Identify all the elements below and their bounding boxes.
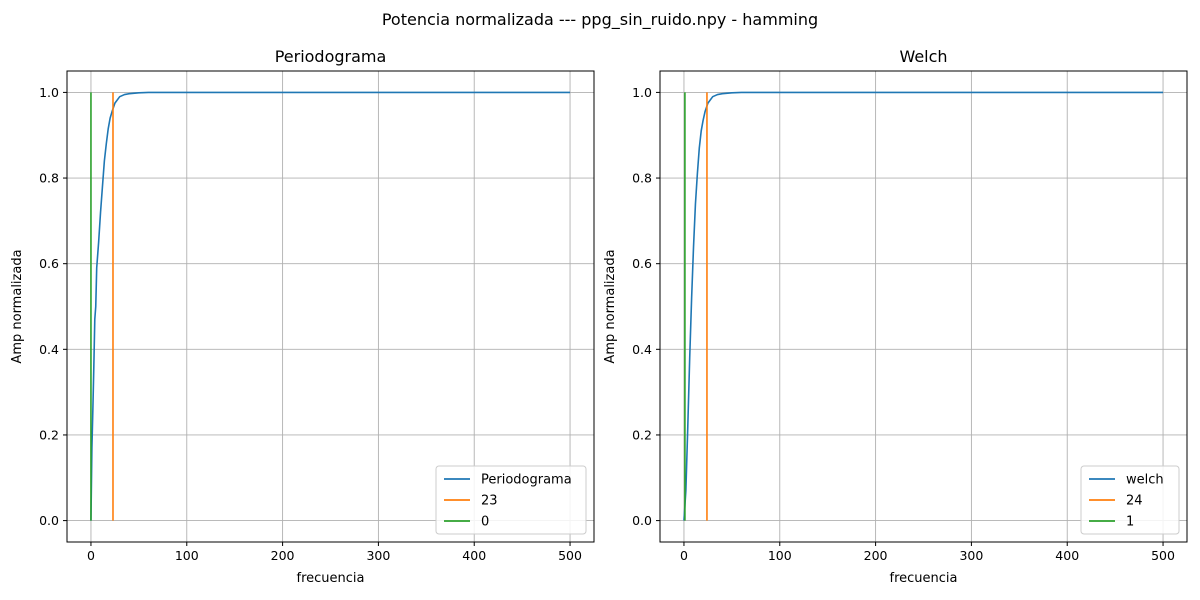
y-tick-label: 0.0: [632, 513, 652, 528]
legend-label: 23: [481, 494, 498, 509]
x-tick-label: 200: [271, 548, 295, 563]
x-tick-label: 100: [175, 548, 199, 563]
legend-label: 1: [1126, 515, 1134, 530]
plot-frame: [66, 70, 595, 543]
y-tick-label: 0.4: [39, 342, 59, 357]
x-tick-label: 300: [366, 548, 390, 563]
legend: welch 24 1: [1080, 465, 1180, 535]
legend-box: [435, 465, 587, 535]
x-tick-label: 0: [680, 548, 688, 563]
x-tick-label: 400: [462, 548, 486, 563]
y-tick-label: 0.6: [39, 256, 59, 271]
legend-box: [1080, 465, 1180, 535]
x-tick-label: 500: [558, 548, 582, 563]
legend: Periodograma 23 0: [435, 465, 587, 535]
figure-suptitle: Potencia normalizada --- ppg_sin_ruido.n…: [382, 10, 818, 30]
x-tick-label: 400: [1055, 548, 1079, 563]
x-tick-label: 200: [864, 548, 888, 563]
y-tick-label: 0.2: [39, 427, 59, 442]
plot-frame: [659, 70, 1188, 543]
y-tick-label: 0.6: [632, 256, 652, 271]
y-tick-label: 1.0: [39, 85, 59, 100]
x-tick-label: 100: [768, 548, 792, 563]
chart-panel-1: 0 100 200 300 400 500 0.0 0.2 0.4 0.6 0.8 1.0 Period…: [10, 47, 595, 586]
x-tick-label: 0: [87, 548, 95, 563]
y-axis-label: Amp normalizada: [10, 249, 25, 363]
legend-label: 0: [481, 515, 489, 530]
legend-label: 24: [1126, 494, 1143, 509]
y-tick-label: 0.4: [632, 342, 652, 357]
legend-label: Periodograma: [481, 473, 572, 488]
y-tick-label: 0.2: [632, 427, 652, 442]
x-tick-label: 300: [959, 548, 983, 563]
x-axis-label: frecuencia: [297, 571, 365, 586]
chart-panel-2: 0 100 200 300 400 500 0.0 0.2 0.4 0.6 0.8 1.0 Welch f…: [603, 47, 1188, 586]
y-tick-label: 0.0: [39, 513, 59, 528]
chart-title: Periodograma: [275, 47, 387, 66]
y-tick-label: 0.8: [39, 171, 59, 186]
series-line-1: [683, 91, 1164, 521]
y-axis-label: Amp normalizada: [603, 249, 618, 363]
y-tick-label: 1.0: [632, 85, 652, 100]
chart-title: Welch: [899, 47, 947, 66]
y-tick-label: 0.8: [632, 171, 652, 186]
x-axis-label: frecuencia: [890, 571, 958, 586]
series-line-1: [90, 91, 571, 521]
legend-label: welch: [1126, 473, 1164, 488]
x-tick-label: 500: [1151, 548, 1175, 563]
